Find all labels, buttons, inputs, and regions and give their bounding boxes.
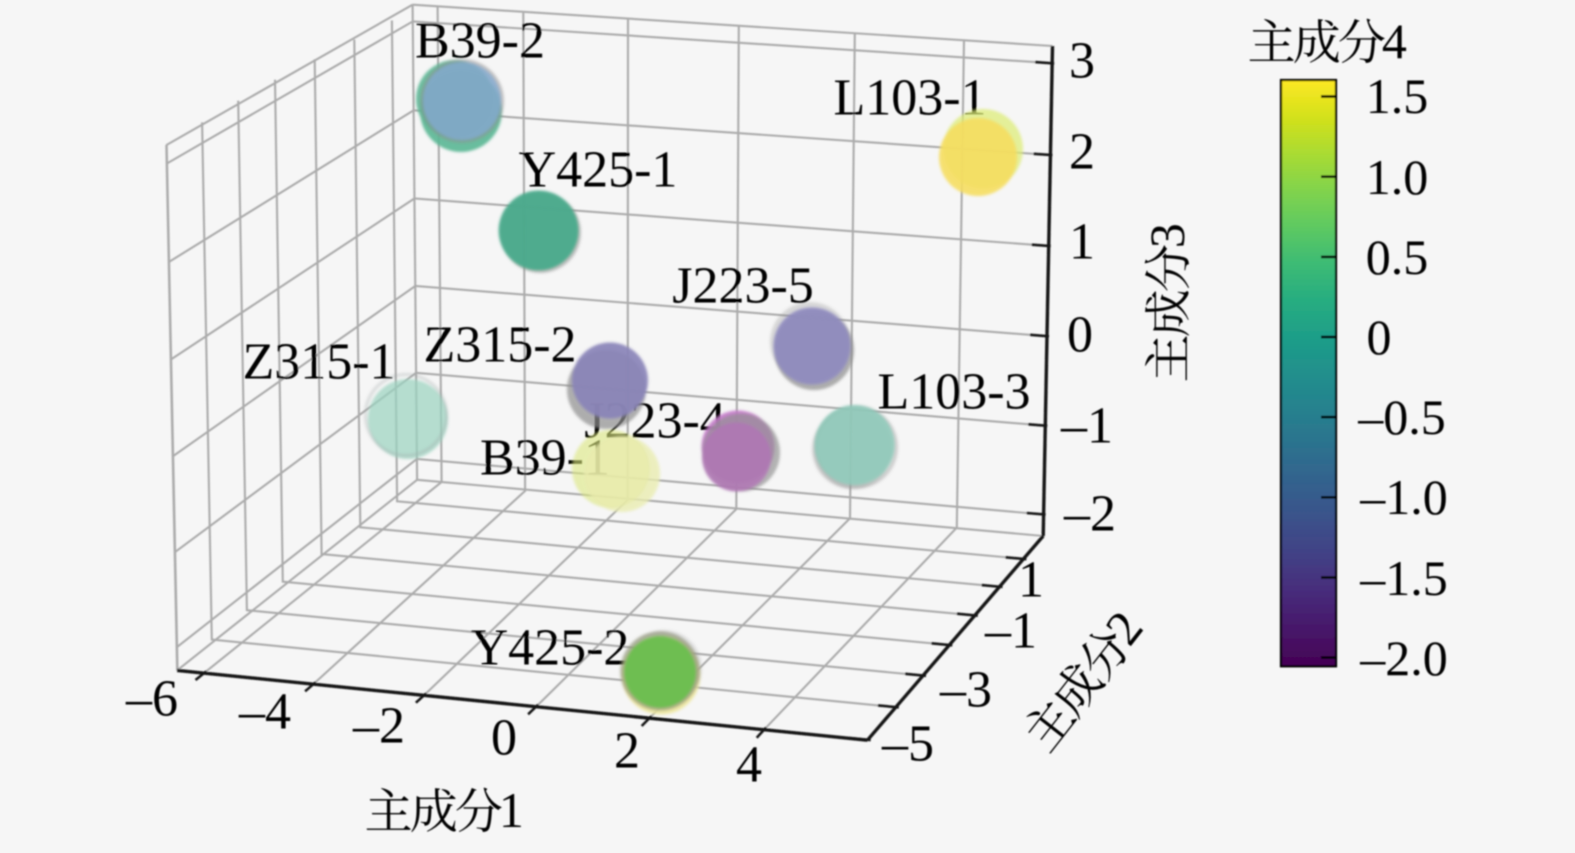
svg-text:–3: –3 (939, 662, 992, 719)
svg-text:0: 0 (1067, 307, 1093, 364)
svg-text:1: 1 (1018, 552, 1044, 609)
svg-text:4: 4 (1382, 13, 1407, 69)
svg-text:2: 2 (614, 723, 640, 780)
svg-text:1: 1 (499, 782, 524, 838)
svg-text:Y425-1: Y425-1 (519, 142, 678, 199)
svg-text:B39-2: B39-2 (415, 13, 545, 70)
svg-text:0: 0 (491, 710, 517, 767)
svg-text:–1: –1 (1060, 398, 1113, 455)
svg-text:–1.0: –1.0 (1359, 469, 1448, 525)
svg-text:–1.5: –1.5 (1359, 550, 1448, 606)
svg-text:–5: –5 (881, 716, 934, 773)
svg-text:–1: –1 (984, 603, 1037, 660)
svg-text:L103-3: L103-3 (877, 364, 1030, 421)
svg-text:–2: –2 (1063, 486, 1116, 543)
svg-text:1.0: 1.0 (1366, 149, 1429, 205)
svg-text:1.5: 1.5 (1366, 68, 1429, 124)
svg-text:–2: –2 (352, 698, 405, 755)
svg-text:0: 0 (1367, 309, 1392, 365)
svg-text:Z315-2: Z315-2 (423, 317, 576, 374)
svg-text:4: 4 (736, 737, 762, 794)
svg-text:3: 3 (1139, 223, 1195, 248)
svg-text:Z315-1: Z315-1 (242, 334, 395, 391)
svg-text:–4: –4 (238, 684, 291, 741)
svg-text:2: 2 (1069, 124, 1095, 181)
svg-text:0.5: 0.5 (1366, 229, 1429, 285)
svg-text:–2.0: –2.0 (1359, 630, 1448, 686)
svg-text:–0.5: –0.5 (1357, 389, 1446, 445)
svg-text:J223-5: J223-5 (672, 258, 814, 315)
svg-text:3: 3 (1069, 33, 1095, 90)
svg-text:Y425-2: Y425-2 (471, 620, 630, 677)
svg-text:1: 1 (1069, 214, 1095, 271)
svg-text:–6: –6 (125, 671, 178, 728)
